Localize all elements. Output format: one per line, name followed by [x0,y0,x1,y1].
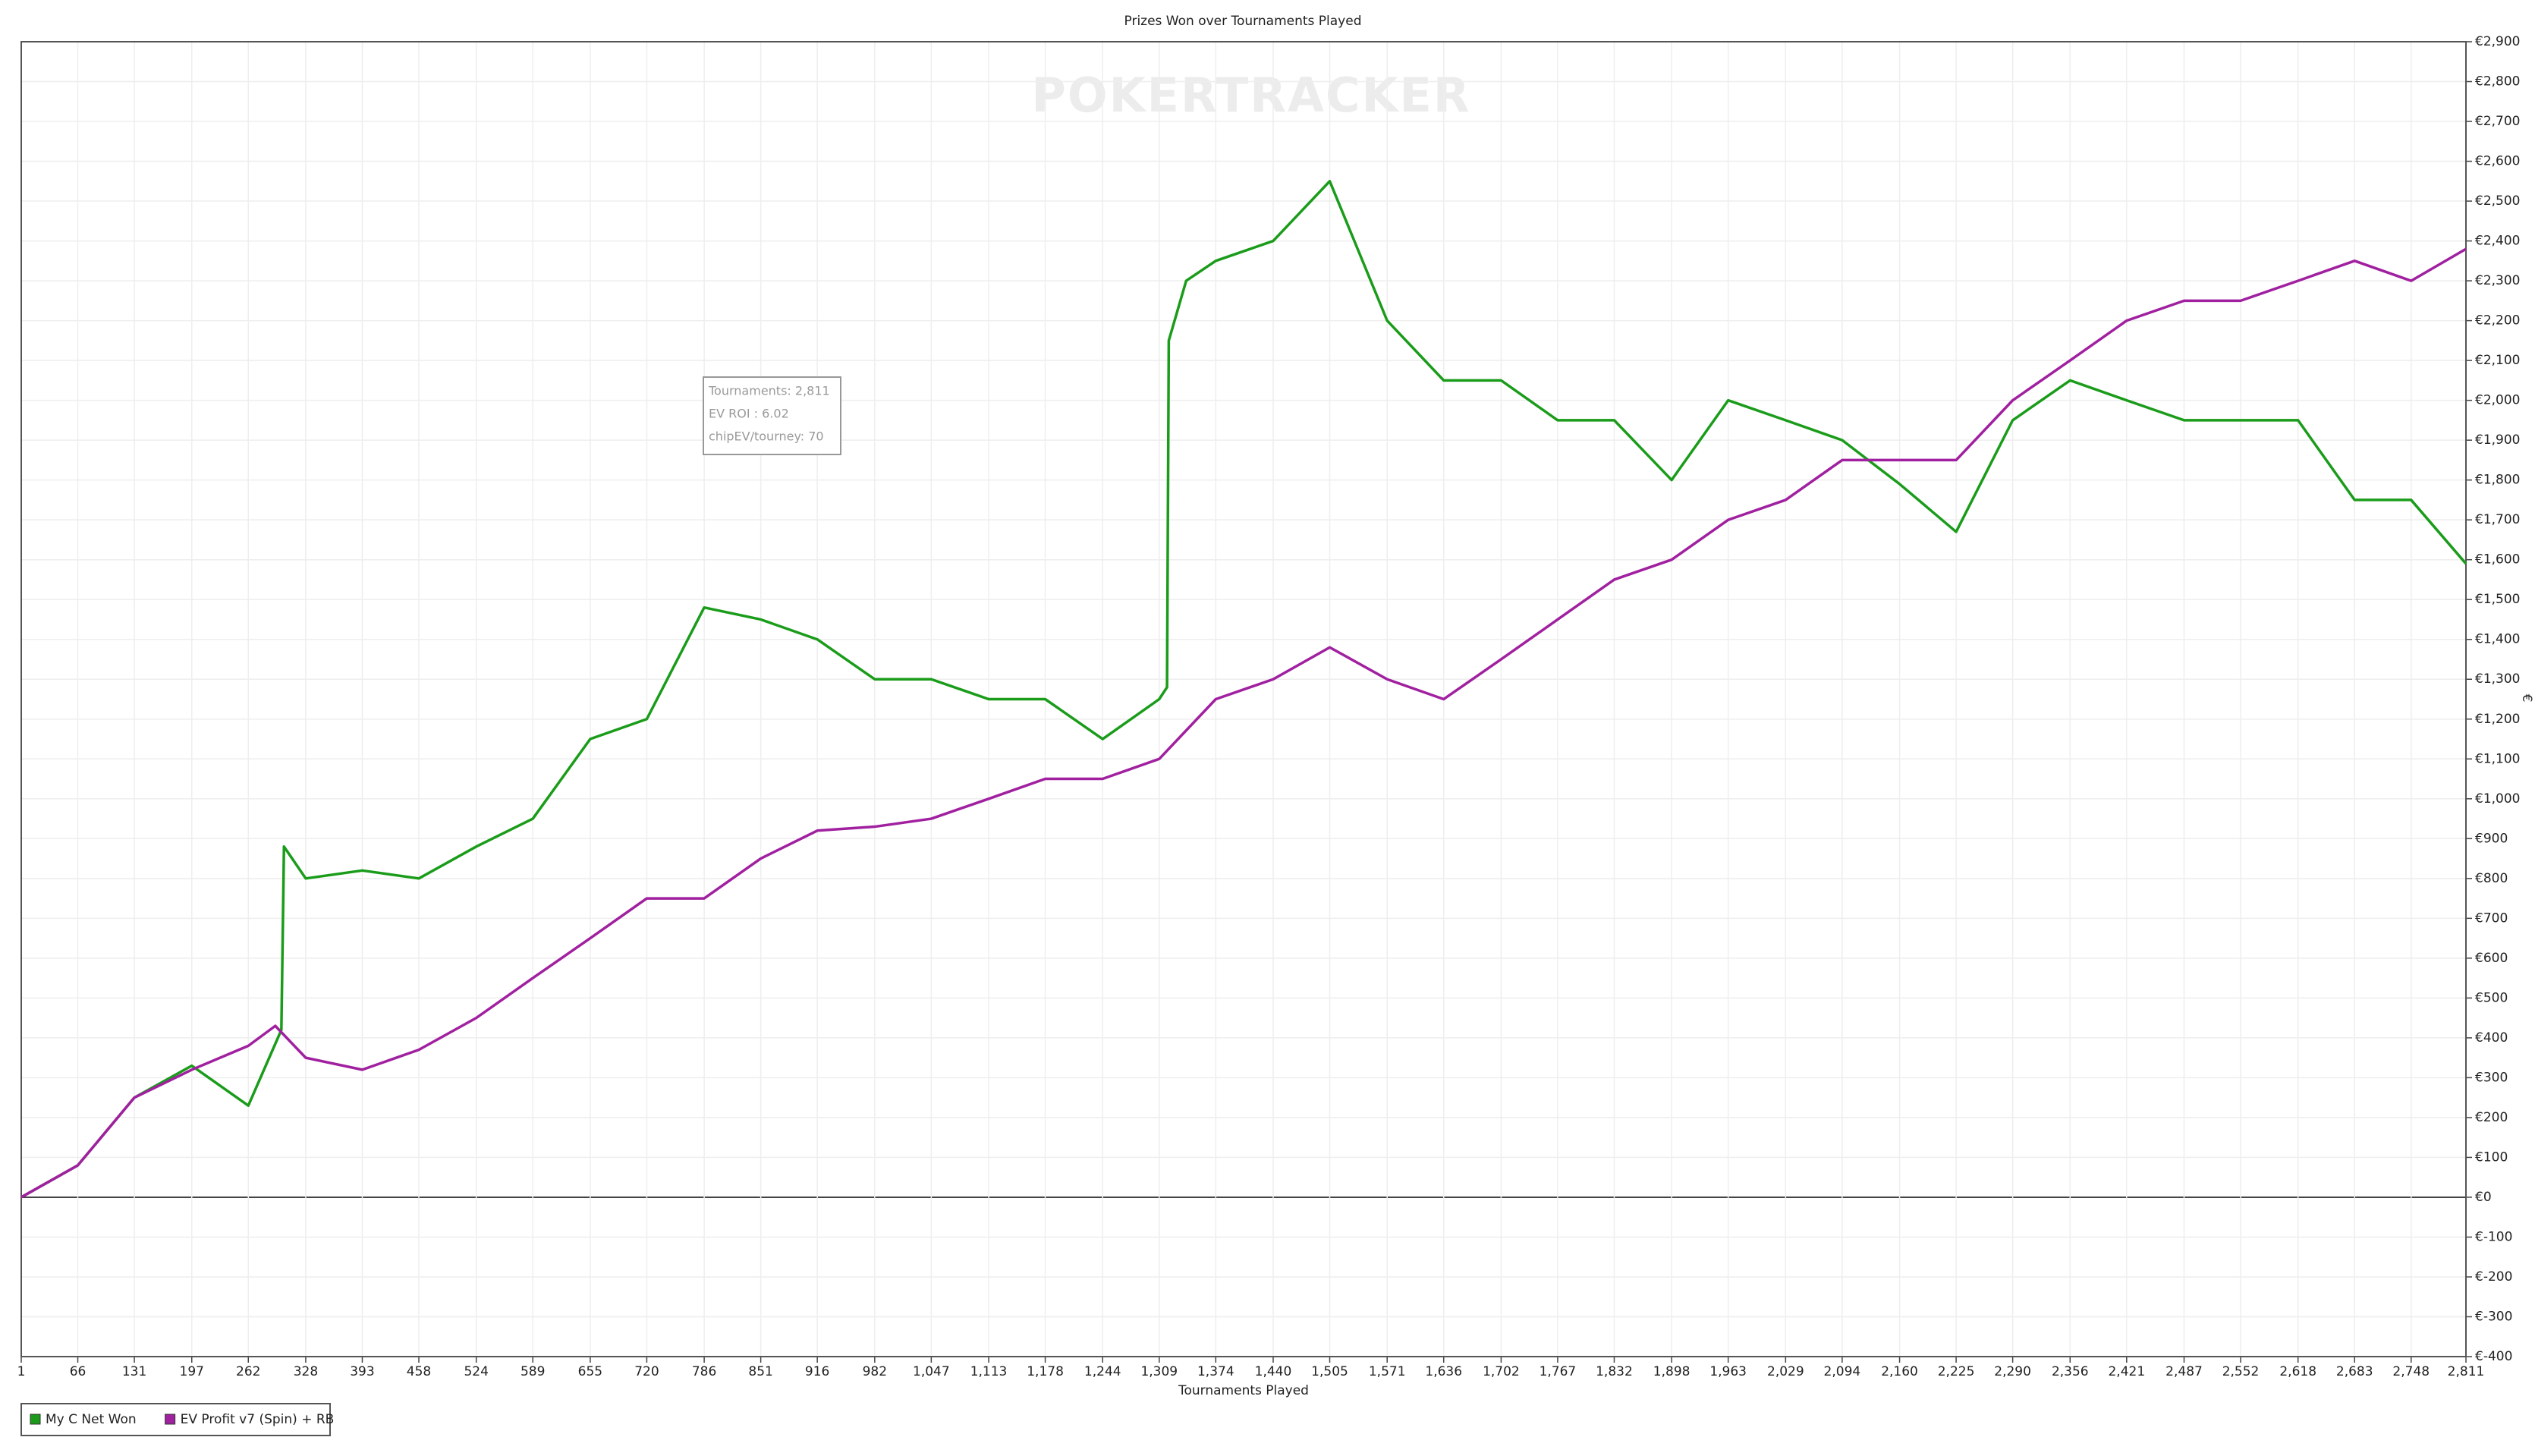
x-tick-label: 393 [350,1364,374,1379]
y-tick-label: €700 [2475,910,2508,926]
y-tick-label: €1,800 [2475,473,2520,488]
x-tick-label: 786 [692,1364,716,1379]
x-tick-label: 1 [17,1364,26,1379]
x-tick-label: 2,160 [1881,1364,1918,1379]
x-tick-label: 328 [294,1364,318,1379]
y-tick-label: €1,400 [2475,632,2520,647]
legend-label: EV Profit v7 (Spin) + RB [181,1412,335,1427]
x-tick-label: 1,702 [1483,1364,1520,1379]
x-tick-label: 720 [634,1364,659,1379]
x-tick-label: 916 [805,1364,829,1379]
x-tick-label: 1,047 [913,1364,950,1379]
plot-frame [20,41,2467,1357]
tooltip-line: EV ROI : 6.02 [709,407,789,421]
y-tick-label: €2,300 [2475,273,2520,288]
y-tick-label: €1,100 [2475,751,2520,766]
x-tick-label: 1,440 [1255,1364,1292,1379]
x-tick-label: 1,963 [1709,1364,1747,1379]
x-axis-label: Tournaments Played [1178,1383,1309,1398]
x-tick-label: 1,374 [1197,1364,1234,1379]
x-tick-label: 2,225 [1938,1364,1975,1379]
x-tick-label: 2,094 [1824,1364,1861,1379]
x-tick-label: 458 [407,1364,431,1379]
y-tick-label: €900 [2475,831,2508,846]
y-tick-label: €500 [2475,990,2508,1005]
legend-label: My C Net Won [46,1412,137,1427]
x-tick-label: 2,811 [2448,1364,2485,1379]
y-tick-label: €2,000 [2475,393,2520,408]
series-line [20,180,2467,1199]
y-tick-label: €1,700 [2475,512,2520,527]
y-tick-label: €600 [2475,951,2508,966]
y-tick-label: €1,600 [2475,552,2520,568]
x-tick-label: 2,029 [1767,1364,1804,1379]
x-tick-label: 1,309 [1140,1364,1178,1379]
y-tick-label: €800 [2475,871,2508,886]
y-tick-label: €300 [2475,1070,2508,1085]
x-tick-label: 2,290 [1994,1364,2031,1379]
legend-swatch [30,1414,41,1425]
y-tick-label: €2,800 [2475,74,2520,90]
y-tick-label: €1,900 [2475,432,2520,448]
chart-title: Prizes Won over Tournaments Played [1124,14,1362,29]
x-tick-label: 1,636 [1425,1364,1462,1379]
legend-box [20,1403,331,1436]
x-tick-label: 1,113 [970,1364,1008,1379]
x-tick-label: 1,244 [1084,1364,1121,1379]
x-tick-label: 1,571 [1369,1364,1406,1379]
x-tick-label: 1,832 [1596,1364,1633,1379]
y-tick-label: €1,000 [2475,791,2520,807]
y-tick-label: €-100 [2475,1229,2512,1244]
x-tick-label: 2,748 [2392,1364,2430,1379]
x-tick-label: 2,487 [2165,1364,2203,1379]
x-tick-label: 2,618 [2279,1364,2316,1379]
y-tick-label: €100 [2475,1149,2508,1165]
x-tick-label: 197 [180,1364,204,1379]
y-tick-label: €2,700 [2475,114,2520,129]
y-tick-label: €-400 [2475,1349,2512,1364]
y-tick-label: €1,500 [2475,592,2520,607]
x-tick-label: 655 [578,1364,602,1379]
y-tick-label: €2,100 [2475,353,2520,368]
y-tick-label: €2,900 [2475,34,2520,49]
y-tick-label: €0 [2475,1190,2492,1205]
x-tick-label: 982 [863,1364,887,1379]
x-tick-label: 262 [236,1364,260,1379]
tooltip-line: Tournaments: 2,811 [708,384,830,398]
x-tick-label: 2,356 [2052,1364,2089,1379]
tooltip: Tournaments: 2,811 EV ROI : 6.02 chipEV/to… [703,376,841,455]
y-tick-label: €2,200 [2475,313,2520,329]
x-tick-label: 2,683 [2336,1364,2373,1379]
y-tick-label: €1,300 [2475,671,2520,687]
tooltip-line: chipEV/tourney: 70 [709,429,824,444]
x-tick-label: 66 [70,1364,86,1379]
y-tick-label: €2,400 [2475,234,2520,249]
y-tick-label: €-300 [2475,1309,2512,1324]
legend-swatch [165,1414,176,1425]
x-tick-label: 2,421 [2108,1364,2145,1379]
y-tick-label: €1,200 [2475,712,2520,727]
y-tick-label: €200 [2475,1110,2508,1125]
y-tick-label: €400 [2475,1030,2508,1046]
x-tick-label: 524 [464,1364,488,1379]
x-tick-label: 851 [748,1364,772,1379]
x-tick-label: 1,505 [1311,1364,1348,1379]
watermark: POKERTRACKER [1031,68,1470,123]
x-tick-label: 2,552 [2222,1364,2260,1379]
y-tick-label: €2,600 [2475,154,2520,169]
x-tick-label: 131 [122,1364,146,1379]
series-line [20,247,2467,1199]
y-axis-label: € [2519,694,2534,703]
tooltip-box [703,376,841,455]
x-tick-label: 1,767 [1540,1364,1577,1379]
y-tick-label: €-200 [2475,1269,2512,1285]
x-tick-label: 589 [521,1364,545,1379]
x-tick-label: 1,898 [1653,1364,1691,1379]
legend: My C Net Won EV Profit v7 (Spin) + RB [20,1403,335,1436]
y-tick-label: €2,500 [2475,193,2520,209]
x-tick-label: 1,178 [1027,1364,1064,1379]
